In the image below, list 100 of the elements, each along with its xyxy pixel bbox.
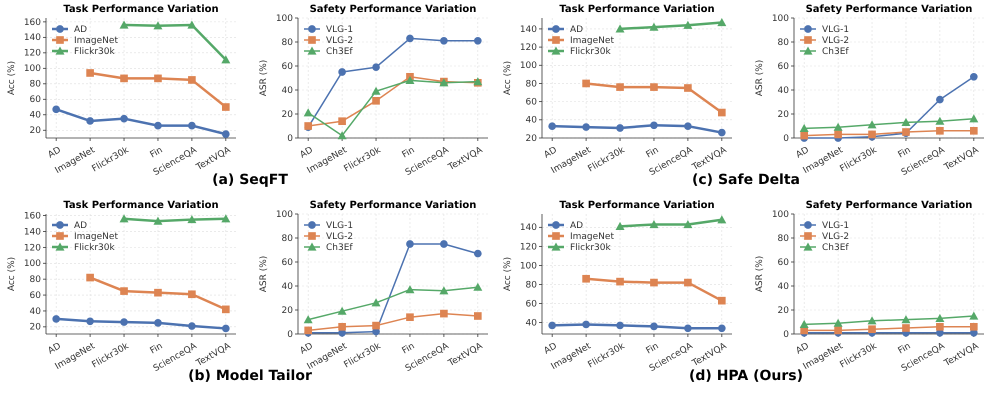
- point: [901, 118, 910, 126]
- point: [616, 322, 624, 330]
- y-tick-label: 100: [24, 64, 42, 74]
- y-tick-label: 100: [520, 61, 538, 72]
- y-tick-label: 40: [30, 306, 42, 317]
- point: [969, 114, 978, 122]
- y-tick-label: 40: [282, 86, 294, 96]
- point: [440, 240, 448, 248]
- point: [616, 83, 624, 91]
- point: [834, 122, 843, 131]
- point: [650, 322, 658, 330]
- text: (a) SeqFT: [212, 172, 288, 188]
- point: [120, 20, 129, 29]
- point: [616, 222, 625, 230]
- point: [684, 324, 692, 332]
- y-axis-title: Acc (%): [7, 60, 17, 96]
- legend-label: VLG-2: [326, 36, 354, 46]
- y-axis-title: ASR (%): [259, 60, 269, 96]
- point: [649, 22, 658, 31]
- point: [800, 132, 808, 140]
- point: [582, 320, 590, 328]
- point: [406, 313, 414, 322]
- y-tick-label: 80: [526, 280, 538, 290]
- point: [616, 124, 624, 132]
- chart-title: Safety Performance Variation: [310, 4, 476, 15]
- point: [474, 36, 482, 45]
- point: [221, 214, 230, 222]
- point: [406, 240, 414, 248]
- point: [616, 24, 625, 33]
- y-tick-label: 0: [783, 330, 790, 340]
- chart-title: Task Performance Variation: [63, 4, 219, 15]
- point: [440, 36, 448, 45]
- point: [188, 76, 196, 84]
- point: [684, 122, 692, 130]
- point: [154, 319, 162, 327]
- chart-title: Task Performance Variation: [63, 200, 219, 211]
- point: [440, 310, 448, 318]
- legend-label: ImageNet: [74, 36, 118, 46]
- point: [868, 120, 877, 128]
- chart-title: Safety Performance Variation: [806, 200, 972, 211]
- y-tick-label: 160: [24, 211, 42, 222]
- point: [718, 108, 726, 116]
- point: [188, 122, 196, 130]
- y-tick-label: 40: [282, 282, 294, 292]
- point: [936, 126, 944, 135]
- point: [548, 122, 556, 130]
- chart-title: Task Performance Variation: [559, 4, 715, 15]
- point: [650, 83, 658, 91]
- y-tick-label: 100: [276, 14, 294, 24]
- point: [304, 315, 313, 324]
- y-tick-label: 60: [282, 258, 294, 268]
- legend-label: ImageNet: [570, 232, 614, 242]
- point: [834, 130, 842, 138]
- y-tick-label: 60: [778, 62, 790, 72]
- point: [188, 322, 196, 330]
- point: [304, 108, 313, 116]
- legend-label: Flickr30k: [74, 46, 116, 57]
- point: [474, 312, 482, 320]
- point: [154, 74, 162, 82]
- legend-label: Ch3Ef: [822, 242, 850, 253]
- point: [120, 74, 128, 82]
- y-tick-label: 40: [526, 116, 538, 126]
- y-tick-label: 140: [520, 223, 538, 234]
- y-tick-label: 60: [526, 98, 538, 108]
- y-tick-label: 0: [287, 330, 294, 340]
- point: [372, 63, 380, 72]
- y-tick-label: 80: [30, 80, 42, 90]
- y-tick-label: 100: [520, 261, 538, 272]
- point: [52, 315, 60, 323]
- point: [718, 296, 726, 304]
- y-tick-label: 80: [282, 234, 294, 244]
- point: [406, 34, 414, 42]
- point: [970, 72, 978, 81]
- point: [120, 114, 128, 122]
- point: [473, 282, 482, 291]
- y-axis-title: ASR (%): [755, 60, 765, 96]
- y-tick-label: 60: [778, 258, 790, 268]
- point: [153, 21, 162, 30]
- point: [372, 322, 380, 330]
- point: [120, 214, 129, 222]
- point: [684, 278, 692, 286]
- point: [868, 130, 876, 138]
- y-tick-label: 0: [783, 134, 790, 144]
- point: [474, 250, 482, 258]
- y-tick-label: 20: [30, 126, 42, 136]
- legend-label: Flickr30k: [570, 242, 612, 253]
- chart-title: Safety Performance Variation: [310, 200, 476, 211]
- legend-label: Flickr30k: [570, 46, 612, 57]
- y-tick-label: 80: [282, 38, 294, 48]
- point: [372, 96, 380, 105]
- point: [120, 318, 128, 326]
- y-tick-label: 80: [526, 79, 538, 90]
- point: [154, 288, 162, 296]
- point: [338, 68, 346, 76]
- y-tick-label: 40: [778, 282, 790, 292]
- y-tick-label: 140: [520, 24, 538, 35]
- point: [936, 96, 944, 104]
- legend-label: VLG-1: [326, 24, 354, 35]
- y-tick-label: 20: [778, 306, 790, 316]
- y-axis-title: ASR (%): [755, 256, 765, 292]
